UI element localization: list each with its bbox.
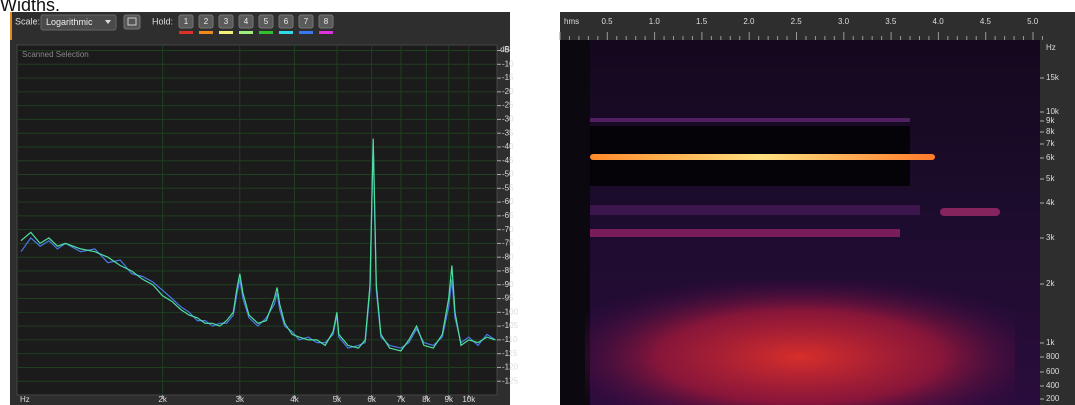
freq-unit: Hz	[1046, 43, 1056, 52]
time-tick-label: 1.0	[649, 17, 661, 26]
scale-label: Scale:	[15, 16, 40, 26]
y-tick-label: -35	[502, 128, 514, 137]
x-tick-label: 7k	[397, 395, 406, 404]
freq-tick-label: 6k	[1046, 153, 1055, 162]
time-unit: hms	[564, 17, 579, 26]
hold-color	[279, 31, 293, 34]
time-tick-label: 3.5	[885, 17, 897, 26]
hold-color	[299, 31, 313, 34]
hold-color	[179, 31, 193, 34]
y-tick-label: -50	[502, 170, 514, 179]
time-tick-label: 1.5	[696, 17, 708, 26]
hold-color	[259, 31, 273, 34]
y-tick-label: -70	[502, 225, 514, 234]
time-tick-label: 2.0	[743, 17, 755, 26]
freq-tick-label: 15k	[1046, 73, 1060, 82]
hold-button-label[interactable]: 4	[244, 17, 249, 26]
freq-tick-label: 1k	[1046, 338, 1055, 347]
screenshot: Widths. Scale: Logarithmic Hold: 1234567…	[0, 0, 1075, 405]
y-tick-label: -30	[502, 115, 514, 124]
time-tick-label: 4.0	[933, 17, 945, 26]
y-tick-label: -20	[502, 87, 514, 96]
y-tick-label: -95	[502, 294, 514, 303]
y-tick-label: -45	[502, 156, 514, 165]
freq-tick-label: 400	[1046, 381, 1060, 390]
faint-band	[590, 205, 920, 215]
y-tick-label: -100	[502, 307, 519, 316]
y-tick-label: -80	[502, 252, 514, 261]
y-tick-label: -65	[502, 211, 514, 220]
y-tick-label: -15	[502, 73, 514, 82]
freq-tick-label: 800	[1046, 352, 1060, 361]
freq-tick-label: 200	[1046, 394, 1060, 403]
x-tick-label: 3k	[236, 395, 245, 404]
y-tick-label: -110	[502, 335, 518, 344]
low-energy	[585, 280, 1015, 405]
panel-label: Scanned Selection	[22, 50, 89, 59]
y-unit: dB	[500, 45, 510, 54]
y-tick-label: -115	[502, 349, 518, 358]
freq-tick-label: 9k	[1046, 116, 1055, 125]
y-tick-label: -120	[502, 363, 519, 372]
freq-tick-label: 4k	[1046, 198, 1055, 207]
faint-blob	[940, 208, 1000, 216]
y-tick-label: -90	[502, 280, 514, 289]
y-tick-label: -40	[502, 142, 514, 151]
y-tick-label: -60	[502, 197, 514, 206]
x-tick-label: 2k	[158, 395, 167, 404]
hold-button-label[interactable]: 7	[304, 17, 309, 26]
tone-line	[590, 154, 935, 160]
x-tick-label: 8k	[422, 395, 431, 404]
freq-tick-label: 5k	[1046, 174, 1055, 183]
time-tick-label: 2.5	[791, 17, 803, 26]
panel-accent	[10, 12, 12, 40]
hold-button-label[interactable]: 2	[204, 17, 209, 26]
time-tick-label: 4.5	[980, 17, 992, 26]
x-tick-label: 9k	[445, 395, 454, 404]
hold-button-label[interactable]: 1	[184, 17, 189, 26]
freq-tick-label: 7k	[1046, 139, 1055, 148]
hold-button-label[interactable]: 3	[224, 17, 229, 26]
freq-tick-label: 10k	[1046, 107, 1060, 116]
hold-button-label[interactable]: 6	[284, 17, 289, 26]
hold-color	[239, 31, 253, 34]
hold-color	[319, 31, 333, 34]
time-tick-label: 5.0	[1027, 17, 1039, 26]
y-tick-label: -10	[502, 59, 514, 68]
freq-ruler	[1040, 40, 1075, 405]
freq-tick-label: 600	[1046, 367, 1060, 376]
time-ruler	[560, 12, 1075, 40]
y-tick-label: -85	[502, 266, 514, 275]
hold-button-label[interactable]: 8	[324, 17, 329, 26]
x-unit: Hz	[20, 395, 30, 404]
hold-button-label[interactable]: 5	[264, 17, 269, 26]
scale-value[interactable]: Logarithmic	[46, 17, 93, 27]
hold-color	[219, 31, 233, 34]
freq-tick-label: 2k	[1046, 279, 1055, 288]
y-tick-label: -125	[502, 376, 519, 385]
y-tick-label: -105	[502, 321, 519, 330]
x-tick-label: 6k	[367, 395, 376, 404]
freq-tick-label: 8k	[1046, 127, 1055, 136]
hold-label: Hold:	[152, 16, 173, 26]
y-tick-label: -25	[502, 101, 514, 110]
faint-line	[590, 118, 910, 122]
y-tick-label: -75	[502, 239, 514, 248]
x-tick-label: 5k	[333, 395, 342, 404]
y-tick-label: -55	[502, 183, 514, 192]
hold-color	[199, 31, 213, 34]
copy-icon[interactable]	[124, 15, 140, 29]
x-tick-label: 10k	[462, 395, 476, 404]
time-tick-label: 0.5	[601, 17, 613, 26]
freq-tick-label: 3k	[1046, 233, 1055, 242]
time-tick-label: 3.0	[838, 17, 850, 26]
x-tick-label: 4k	[290, 395, 299, 404]
mid-line	[590, 229, 900, 237]
